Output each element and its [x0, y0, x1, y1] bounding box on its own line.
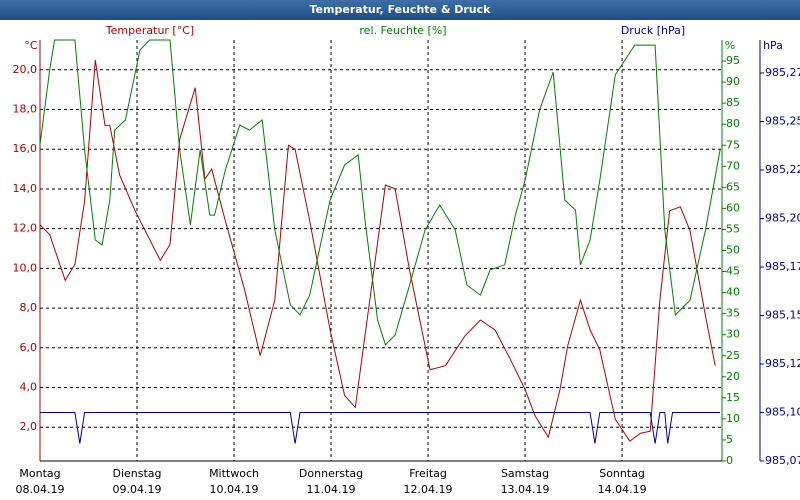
- y2-tick-label: 45: [726, 265, 740, 278]
- y2-tick-label: 85: [726, 96, 740, 109]
- y2-tick-label: 5: [726, 433, 733, 446]
- title-bar: [0, 0, 800, 20]
- y3-tick-label: 985,25: [765, 114, 800, 127]
- x-tick-date: 14.04.19: [598, 483, 647, 496]
- series-line: [39, 59, 716, 442]
- y3-tick-label: 985,10: [765, 405, 800, 418]
- y-tick-label: 12,0: [13, 222, 38, 235]
- y2-tick-label: 40: [726, 286, 740, 299]
- y2-tick-label: 20: [726, 370, 740, 383]
- x-tick-label: Freitag: [409, 467, 447, 480]
- y3-tick-label: 985,17: [765, 260, 800, 273]
- chart-title: Temperatur, Feuchte & Druck: [310, 3, 492, 16]
- y-unit: °C: [24, 39, 38, 52]
- y2-tick-label: 35: [726, 307, 740, 320]
- y2-axis-title: rel. Feuchte [%]: [359, 24, 446, 37]
- y3-tick-label: 985,27: [765, 66, 800, 79]
- x-tick-label: Mittwoch: [209, 467, 259, 480]
- y-tick-label: 10,0: [13, 261, 38, 274]
- x-tick-label: Dienstag: [112, 467, 161, 480]
- y-tick-label: 2,0: [20, 420, 38, 433]
- y-tick-label: 18,0: [13, 103, 38, 116]
- y3-tick-label: 985,20: [765, 211, 800, 224]
- y2-tick-label: 80: [726, 117, 740, 130]
- y-tick-label: 4,0: [20, 381, 38, 394]
- y2-tick-label: 15: [726, 391, 740, 404]
- y2-unit: %: [725, 39, 735, 52]
- y-tick-label: 6,0: [20, 341, 38, 354]
- x-tick-date: 09.04.19: [113, 483, 162, 496]
- y2-tick-label: 90: [726, 75, 740, 88]
- y-axis-title: Temperatur [°C]: [105, 24, 194, 37]
- y3-axis-title: Druck [hPa]: [621, 24, 685, 37]
- x-tick-date: 11.04.19: [307, 483, 356, 496]
- y2-tick-label: 60: [726, 201, 740, 214]
- x-tick-label: Sonntag: [599, 467, 645, 480]
- y2-tick-label: 25: [726, 349, 740, 362]
- y2-tick-label: 65: [726, 180, 740, 193]
- y-tick-label: 20,0: [13, 63, 38, 76]
- y2-tick-label: 55: [726, 222, 740, 235]
- y2-tick-label: 75: [726, 138, 740, 151]
- x-tick-label: Samstag: [501, 467, 549, 480]
- x-tick-date: 10.04.19: [210, 483, 259, 496]
- y2-tick-label: 50: [726, 244, 740, 257]
- y3-tick-label: 985,07: [765, 454, 800, 467]
- x-tick-date: 13.04.19: [501, 483, 550, 496]
- series-line: [40, 412, 721, 444]
- y2-tick-label: 70: [726, 159, 740, 172]
- x-tick-label: Montag: [19, 467, 60, 480]
- x-tick-label: Donnerstag: [299, 467, 363, 480]
- x-tick-date: 08.04.19: [16, 483, 65, 496]
- y3-tick-label: 985,22: [765, 163, 800, 176]
- x-tick-date: 12.04.19: [404, 483, 453, 496]
- y-tick-label: 8,0: [20, 301, 38, 314]
- y2-tick-label: 10: [726, 412, 740, 425]
- y-tick-label: 16,0: [13, 142, 38, 155]
- y2-tick-label: 30: [726, 328, 740, 341]
- y2-tick-label: 95: [726, 54, 740, 67]
- y3-unit: hPa: [763, 39, 783, 52]
- y3-tick-label: 985,12: [765, 357, 800, 370]
- y2-tick-label: 0: [726, 454, 733, 467]
- y3-tick-label: 985,15: [765, 308, 800, 321]
- y-tick-label: 14,0: [13, 182, 38, 195]
- series-line: [39, 39, 721, 346]
